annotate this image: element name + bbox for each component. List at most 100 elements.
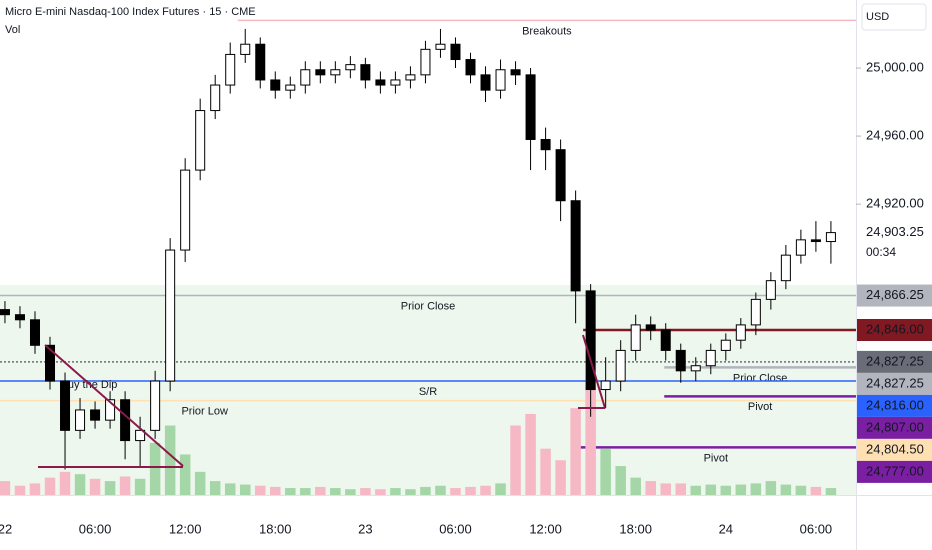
candle-body [285,84,296,91]
candle-body [555,149,566,202]
y-tick-label: 25,000.00 [866,59,924,74]
candle-body [645,324,656,331]
candle-body [45,344,56,382]
zone [0,285,856,495]
volume-bar [765,481,777,495]
level-text: Pivot [748,401,772,413]
candle-body [630,324,641,351]
volume-bar [675,483,687,495]
volume-bar [209,481,221,495]
candle-body [14,314,25,321]
candle-body [195,110,206,171]
candle-body [735,324,746,341]
x-tick-label: 18:00 [259,521,292,536]
volume-bar [510,425,521,495]
x-tick-label: 23 [358,521,372,536]
price-tag-label: 24,777.00 [866,463,924,478]
x-tick-label: 24 [719,521,733,536]
volume-bar [465,486,476,495]
candle-body [165,249,176,382]
candle-body [105,399,116,421]
price-tag [857,416,932,439]
volume [0,385,837,495]
currency-box[interactable] [861,3,927,31]
candle-body [270,79,281,91]
volume-bar [420,486,431,495]
price-tag [857,372,932,395]
candle-body [615,349,626,382]
volume-bar [375,489,386,495]
candle-body [480,74,491,91]
price-tag [857,394,932,417]
candle-body [795,239,806,256]
levels: Breakouts Prior Close Prior Close S/R Pivot P… [0,19,856,464]
volume-bar [630,477,641,495]
x-tick-label: 12:00 [169,521,202,536]
volume-bar [525,413,536,495]
candle-body [825,232,836,243]
price-tag-label: 24,846.00 [866,321,924,336]
volume-bar [164,425,176,495]
level-text: Prior Close [733,372,787,384]
x-tick-label: 06:00 [800,521,833,536]
level-text: Pivot [704,452,728,464]
candle-body [810,239,821,243]
candle-body [75,409,86,431]
candle-body [675,349,686,372]
volume-bar [89,478,101,495]
candle-body [540,138,551,151]
volume-bar [345,489,356,495]
volume-bar [224,483,236,495]
x-tick-label: 18:00 [619,521,652,536]
volume-bar [555,460,566,495]
candle-body [300,69,311,86]
volume-bar [104,481,116,495]
candle-body [60,380,71,431]
volume-bar [254,485,266,495]
candle-body [150,380,161,431]
candle-body [585,290,596,391]
candle-body [255,43,266,81]
volume-bar [705,484,717,495]
volume-bar [780,484,792,495]
volume-bar [330,488,341,495]
volume-bar [119,476,131,495]
candle-body [435,43,446,50]
volume-bar [720,485,732,495]
volume-bar [690,485,702,495]
candle-body [765,280,776,300]
candle-body [600,380,611,391]
x-tick-label: 06:00 [79,521,112,536]
y-tick-label: 24,920.00 [866,196,924,211]
candle-body [525,74,536,140]
indicator-name: Vol [5,24,20,36]
candle-body [210,84,221,112]
candle-body [120,399,131,442]
trendline [44,344,184,467]
candle-body [360,64,371,81]
candle-body [29,319,40,346]
volume-bar [660,483,671,495]
volume-bar [810,486,822,495]
level-text: Buy the Dip [61,379,118,391]
price-axis: 25,000.00 24,960.00 24,920.00 24,866.25 24,8… [856,59,932,483]
price-tag [857,284,932,307]
countdown: 00:34 [866,245,896,259]
price-tag-label: 24,866.25 [866,287,924,302]
candle-body [135,429,146,442]
volume-bar [825,488,837,495]
candle-body [0,309,10,316]
volume-bar [735,484,747,495]
volume-bar [59,471,71,495]
candle-body [510,69,521,76]
candle-body [345,64,356,71]
volume-bar [179,454,191,495]
volume-bar [285,488,296,495]
candles [0,28,836,470]
volume-bar [270,486,281,495]
price-tag [857,460,932,483]
candle-body [225,53,236,86]
level-text: Prior Low [181,405,228,417]
candle-body [390,79,401,86]
